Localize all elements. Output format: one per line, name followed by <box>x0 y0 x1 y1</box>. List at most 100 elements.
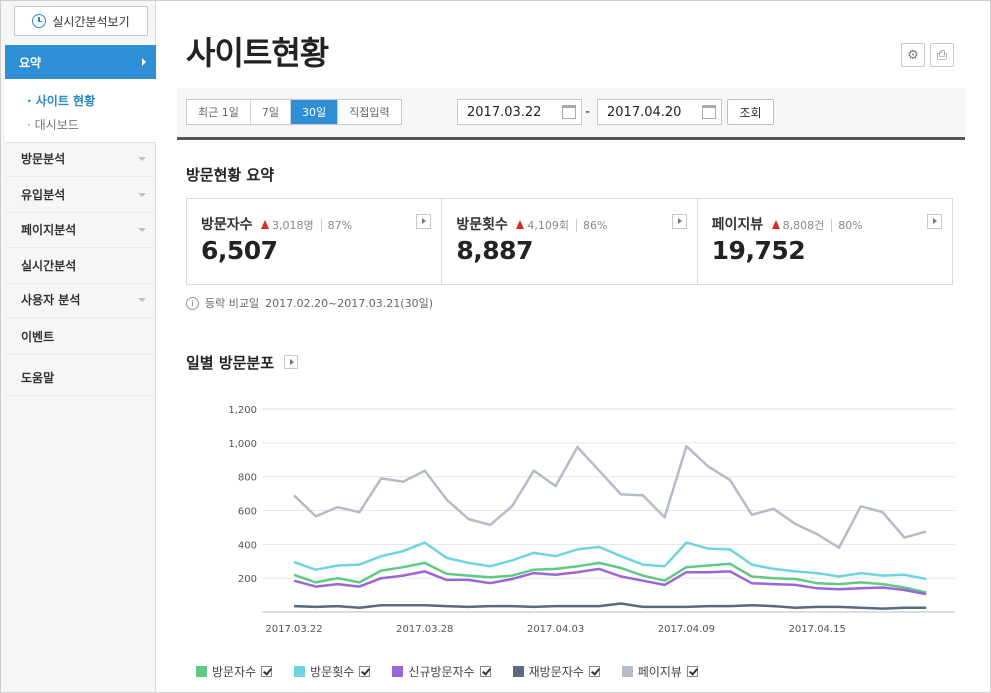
realtime-analysis-button[interactable]: 실시간분석보기 <box>14 6 148 36</box>
x-tick-label: 2017.04.03 <box>527 624 584 635</box>
x-tick-label: 2017.03.28 <box>396 624 453 635</box>
x-tick-label: 2017.04.15 <box>789 624 846 635</box>
chevron-down-icon <box>138 228 146 232</box>
legend-swatch <box>512 666 524 677</box>
legend-swatch <box>294 666 306 677</box>
series-line-4[interactable] <box>293 444 927 549</box>
legend-item-returning-visitors[interactable]: 재방문자수 <box>512 663 600 680</box>
series-line-2[interactable] <box>293 567 927 596</box>
legend-item-pageviews[interactable]: 페이지뷰 <box>621 663 698 680</box>
series-line-1[interactable] <box>293 541 927 581</box>
card-label: 방문자수 <box>201 217 253 233</box>
gear-icon: ⚙ <box>907 47 919 63</box>
card-value: 19,752 <box>711 236 806 265</box>
legend-checkbox[interactable] <box>686 666 698 677</box>
y-tick-label: 400 <box>238 540 257 551</box>
calendar-icon[interactable] <box>562 105 576 119</box>
card-delta-pct: 86% <box>575 218 607 232</box>
card-delta-pct: 87% <box>320 218 352 232</box>
legend-item-new-visitors[interactable]: 신규방문자수 <box>392 663 491 680</box>
end-date-value: 2017.04.20 <box>607 104 682 120</box>
period-7day[interactable]: 7일 <box>250 100 291 124</box>
chevron-down-icon <box>138 157 146 161</box>
summary-card-visitors: 방문자수 3,018명 87% 6,507 <box>187 199 443 284</box>
legend-item-visits[interactable]: 방문횟수 <box>294 663 371 680</box>
x-tick-label: 2017.04.09 <box>658 624 715 635</box>
date-filter-bar: 최근 1일 7일 30일 직접입력 2017.03.22 - 2017.04.2… <box>177 88 965 140</box>
legend-checkbox[interactable] <box>359 666 371 677</box>
arrow-up-icon <box>261 219 269 229</box>
start-date-value: 2017.03.22 <box>467 104 542 120</box>
start-date-input[interactable]: 2017.03.22 <box>457 99 582 125</box>
sidebar-item-label: 방문분석 <box>21 152 66 166</box>
compare-period: i 등락 비교일 2017.02.20~2017.03.21(30일) <box>186 295 433 311</box>
sidebar-item-realtime-analysis[interactable]: 실시간분석 <box>5 248 156 284</box>
sidebar: 실시간분석보기 요약 · 사이트 현황 · 대시보드 방문분석 유입분석 페이지… <box>1 1 156 692</box>
sidebar-item-event[interactable]: 이벤트 <box>5 319 156 355</box>
sidebar-item-inflow-analysis[interactable]: 유입분석 <box>5 177 156 213</box>
sidebar-item-label: 유입분석 <box>21 188 66 202</box>
legend-checkbox[interactable] <box>588 666 600 677</box>
series-line-3[interactable] <box>293 602 927 610</box>
chart-more-button[interactable] <box>284 355 298 369</box>
print-icon: ⎙ <box>936 47 948 63</box>
card-delta-pct: 80% <box>831 218 863 232</box>
legend-item-visitors[interactable]: 방문자수 <box>196 663 273 680</box>
sidebar-item-help[interactable]: 도움말 <box>5 360 156 396</box>
sidebar-item-label: 도움말 <box>21 371 55 385</box>
end-date-input[interactable]: 2017.04.20 <box>597 99 722 125</box>
sidebar-item-label: 요약 <box>19 55 42 70</box>
settings-button[interactable]: ⚙ <box>901 43 925 67</box>
card-more-button[interactable] <box>671 214 687 229</box>
legend-swatch <box>392 666 404 677</box>
x-tick-label: 2017.03.22 <box>265 624 322 635</box>
legend-swatch <box>196 666 207 677</box>
period-selector: 최근 1일 7일 30일 직접입력 <box>186 99 402 125</box>
date-range-dash: - <box>585 104 591 120</box>
chevron-down-icon <box>138 298 146 302</box>
submenu-site-status[interactable]: · 사이트 현황 <box>27 94 96 108</box>
sidebar-item-label: 이벤트 <box>21 330 55 344</box>
period-1day[interactable]: 최근 1일 <box>187 100 251 124</box>
card-delta: 3,018명 87% <box>261 217 352 233</box>
legend-label: 방문횟수 <box>310 665 355 679</box>
sidebar-item-label: 페이지분석 <box>21 223 77 237</box>
legend-checkbox[interactable] <box>479 666 491 677</box>
chevron-right-icon <box>142 58 146 66</box>
card-value: 6,507 <box>201 236 278 265</box>
legend-swatch <box>621 666 633 677</box>
series-line-0[interactable] <box>293 561 927 594</box>
clock-icon <box>32 14 47 28</box>
print-button[interactable]: ⎙ <box>930 43 954 67</box>
summary-card-visits: 방문횟수 4,109회 86% 8,887 <box>442 199 698 284</box>
sidebar-item-summary[interactable]: 요약 <box>5 45 156 79</box>
card-label: 페이지뷰 <box>711 217 764 233</box>
legend-label: 페이지뷰 <box>637 665 682 679</box>
page-title: 사이트현황 <box>186 34 329 72</box>
period-30day[interactable]: 30일 <box>290 100 339 124</box>
realtime-analysis-label: 실시간분석보기 <box>52 14 130 29</box>
search-button[interactable]: 조회 <box>727 99 774 125</box>
calendar-icon[interactable] <box>702 105 716 119</box>
legend-checkbox[interactable] <box>261 666 273 677</box>
sidebar-item-label: 사용자 분석 <box>21 293 81 307</box>
sidebar-item-visit-analysis[interactable]: 방문분석 <box>5 141 156 177</box>
summary-cards: 방문자수 3,018명 87% 6,507 방문횟수 4,109회 86% 8,… <box>186 198 953 285</box>
card-more-button[interactable] <box>416 214 432 229</box>
card-delta: 4,109회 86% <box>516 217 607 233</box>
chart-legend: 방문자수 방문횟수 신규방문자수 재방문자수 페이지뷰 <box>196 663 698 680</box>
period-custom[interactable]: 직접입력 <box>338 100 401 124</box>
card-delta: 8,808건 80% <box>771 217 863 233</box>
submenu: · 사이트 현황 · 대시보드 <box>5 79 156 143</box>
info-icon: i <box>186 296 199 310</box>
arrow-up-icon <box>771 219 780 229</box>
sidebar-item-page-analysis[interactable]: 페이지분석 <box>5 212 156 248</box>
card-more-button[interactable] <box>926 214 942 229</box>
y-tick-label: 800 <box>238 473 257 484</box>
card-label: 방문횟수 <box>456 217 508 233</box>
y-tick-label: 1,000 <box>228 439 257 450</box>
sidebar-item-label: 실시간분석 <box>21 259 77 273</box>
submenu-dashboard[interactable]: · 대시보드 <box>27 118 79 132</box>
sidebar-item-user-analysis[interactable]: 사용자 분석 <box>5 282 156 318</box>
